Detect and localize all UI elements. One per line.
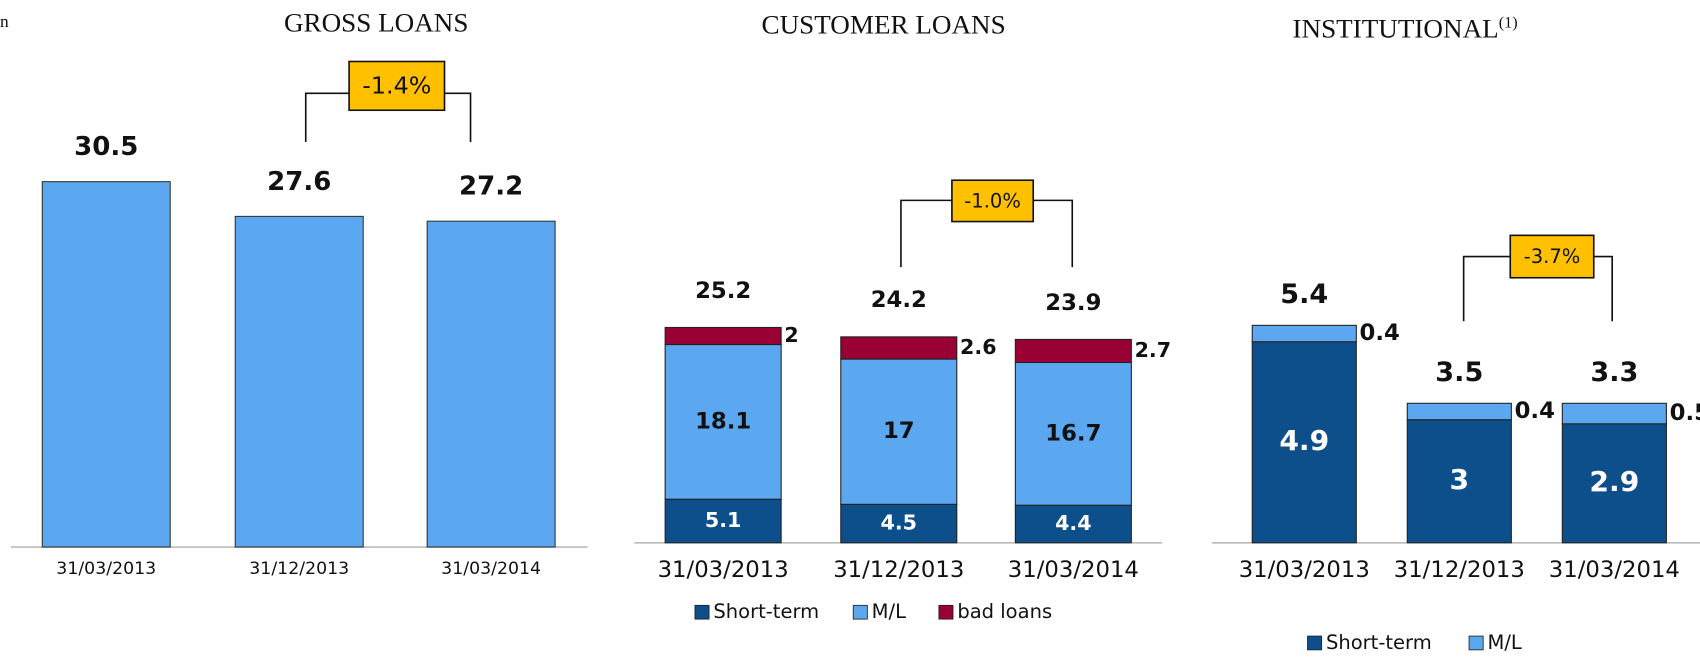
segment-label: 5.1: [705, 508, 741, 532]
x-tick-label: 31/03/2014: [1549, 557, 1680, 583]
change-box: [348, 60, 446, 112]
bar-segment: [1014, 338, 1132, 364]
segment-label: 17: [883, 418, 915, 444]
chart-title: GROSS LOANS: [284, 8, 468, 38]
x-tick-label: 31/03/2014: [1008, 557, 1139, 583]
segment-label: 0.5: [1670, 400, 1700, 426]
bar-segment: [1014, 361, 1132, 506]
bar-segment: [1561, 402, 1667, 425]
legend-label: Short-term: [1326, 631, 1432, 654]
legend-swatch: [852, 604, 868, 620]
bracket: [304, 92, 350, 143]
value-label: 27.6: [267, 167, 331, 197]
bar-segment: [664, 326, 782, 346]
x-tick-label: 31/03/2013: [658, 557, 789, 583]
legend-swatch: [1307, 635, 1323, 651]
change-label: -1.0%: [964, 190, 1021, 213]
bar-segment: [1406, 402, 1512, 421]
chart-title: CUSTOMER LOANS: [762, 10, 1006, 40]
change-label: -3.7%: [1524, 245, 1581, 268]
bar-segment: [840, 358, 958, 505]
legend-label: M/L: [1488, 631, 1523, 654]
segment-label: 2.7: [1135, 338, 1171, 362]
bar: [41, 181, 171, 548]
total-label: 25.2: [695, 278, 751, 304]
bar: [234, 215, 364, 548]
bracket: [1593, 255, 1613, 322]
bar-segment: [1251, 324, 1357, 343]
total-label: 24.2: [871, 287, 927, 313]
chart-title: INSTITUTIONAL(1): [1293, 14, 1518, 44]
fragment: n: [0, 12, 9, 31]
legend-swatch: [694, 604, 710, 620]
bar-segment: [1406, 419, 1512, 544]
bracket: [1462, 255, 1511, 322]
segment-label: 2: [784, 323, 798, 347]
segment-label: 4.4: [1055, 511, 1091, 535]
bracket: [444, 92, 472, 143]
x-tick-label: 31/03/2014: [441, 559, 541, 579]
legend-swatch: [938, 604, 954, 620]
change-label: -1.4%: [362, 72, 431, 100]
bar-segment: [840, 503, 958, 544]
legend-label: M/L: [872, 600, 907, 623]
bar: [426, 220, 556, 548]
segment-label: 4.9: [1279, 424, 1329, 457]
segment-label: 4.5: [881, 511, 917, 535]
segment-label: 18.1: [695, 409, 751, 435]
bracket: [900, 199, 952, 268]
title-superscript: (1): [1499, 14, 1518, 31]
segment-label: 0.4: [1515, 398, 1555, 424]
bar-segment: [840, 336, 958, 360]
total-label: 23.9: [1045, 290, 1101, 316]
x-tick-label: 31/12/2013: [1394, 557, 1525, 583]
x-tick-label: 31/03/2013: [56, 559, 156, 579]
total-label: 3.3: [1590, 357, 1638, 388]
legend-label: bad loans: [957, 600, 1052, 623]
legend-swatch: [1468, 635, 1484, 651]
bracket: [1033, 199, 1074, 268]
x-tick-label: 31/12/2013: [249, 559, 349, 579]
segment-label: 2.6: [960, 335, 996, 359]
segment-label: 16.7: [1045, 420, 1101, 446]
total-label: 3.5: [1435, 357, 1483, 388]
value-label: 27.2: [459, 172, 523, 202]
legend-label: Short-term: [713, 600, 819, 623]
bar-segment: [1251, 341, 1357, 544]
segment-label: 3: [1450, 463, 1470, 496]
x-tick-label: 31/12/2013: [833, 557, 964, 583]
x-tick-label: 31/03/2013: [1239, 557, 1370, 583]
bar-segment: [1561, 423, 1667, 544]
bar-segment: [1014, 504, 1132, 544]
bar-segment: [664, 498, 782, 544]
total-label: 5.4: [1280, 279, 1328, 310]
segment-label: 2.9: [1589, 465, 1639, 498]
change-box: [951, 179, 1035, 223]
segment-label: 0.4: [1360, 320, 1400, 346]
bar-segment: [664, 344, 782, 500]
change-box: [1509, 234, 1595, 279]
title-main: INSTITUTIONAL: [1293, 14, 1499, 44]
value-label: 30.5: [74, 132, 138, 162]
